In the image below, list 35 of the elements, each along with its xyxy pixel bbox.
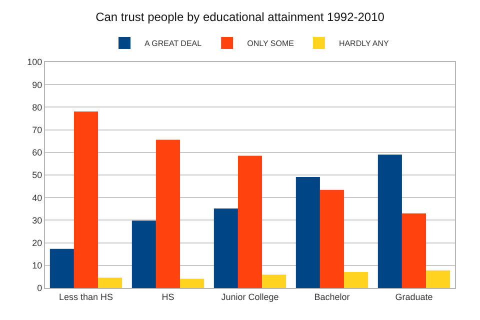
- legend-label: HARDLY ANY: [338, 39, 390, 48]
- y-tick-label: 80: [32, 102, 42, 112]
- x-tick-label: Junior College: [221, 292, 279, 302]
- y-tick-label: 50: [32, 170, 42, 180]
- y-tick-label: 10: [32, 260, 42, 271]
- bar: [98, 278, 122, 288]
- bar: [344, 272, 368, 288]
- bar: [378, 154, 402, 288]
- bar: [262, 274, 286, 288]
- bar: [402, 213, 426, 288]
- x-tick-label: Less than HS: [58, 292, 114, 302]
- y-tick-label: 30: [32, 215, 42, 226]
- bar: [156, 140, 180, 288]
- bar: [50, 248, 74, 288]
- y-tick-label: 20: [32, 238, 42, 248]
- bar: [296, 177, 320, 288]
- bar: [132, 220, 156, 288]
- legend-label: ONLY SOME: [247, 39, 294, 48]
- chart-title: Can trust people by educational attainment 1992-2010: [96, 10, 385, 24]
- y-tick-label: 90: [32, 80, 42, 90]
- y-tick-label: 60: [32, 148, 42, 158]
- bar: [74, 111, 98, 288]
- y-tick-label: 40: [32, 192, 42, 203]
- bar: [180, 278, 204, 288]
- legend-label: A GREAT DEAL: [144, 39, 202, 48]
- y-tick-label: 0: [37, 283, 42, 294]
- bar: [238, 156, 262, 288]
- y-tick-label: 70: [32, 124, 42, 135]
- bar: [214, 208, 238, 288]
- bar: [320, 190, 344, 288]
- x-tick-label: Bachelor: [314, 292, 350, 302]
- x-tick-label: HS: [162, 292, 174, 302]
- bar: [426, 270, 450, 288]
- x-tick-label: Graduate: [395, 292, 433, 302]
- y-tick-label: 100: [27, 57, 42, 68]
